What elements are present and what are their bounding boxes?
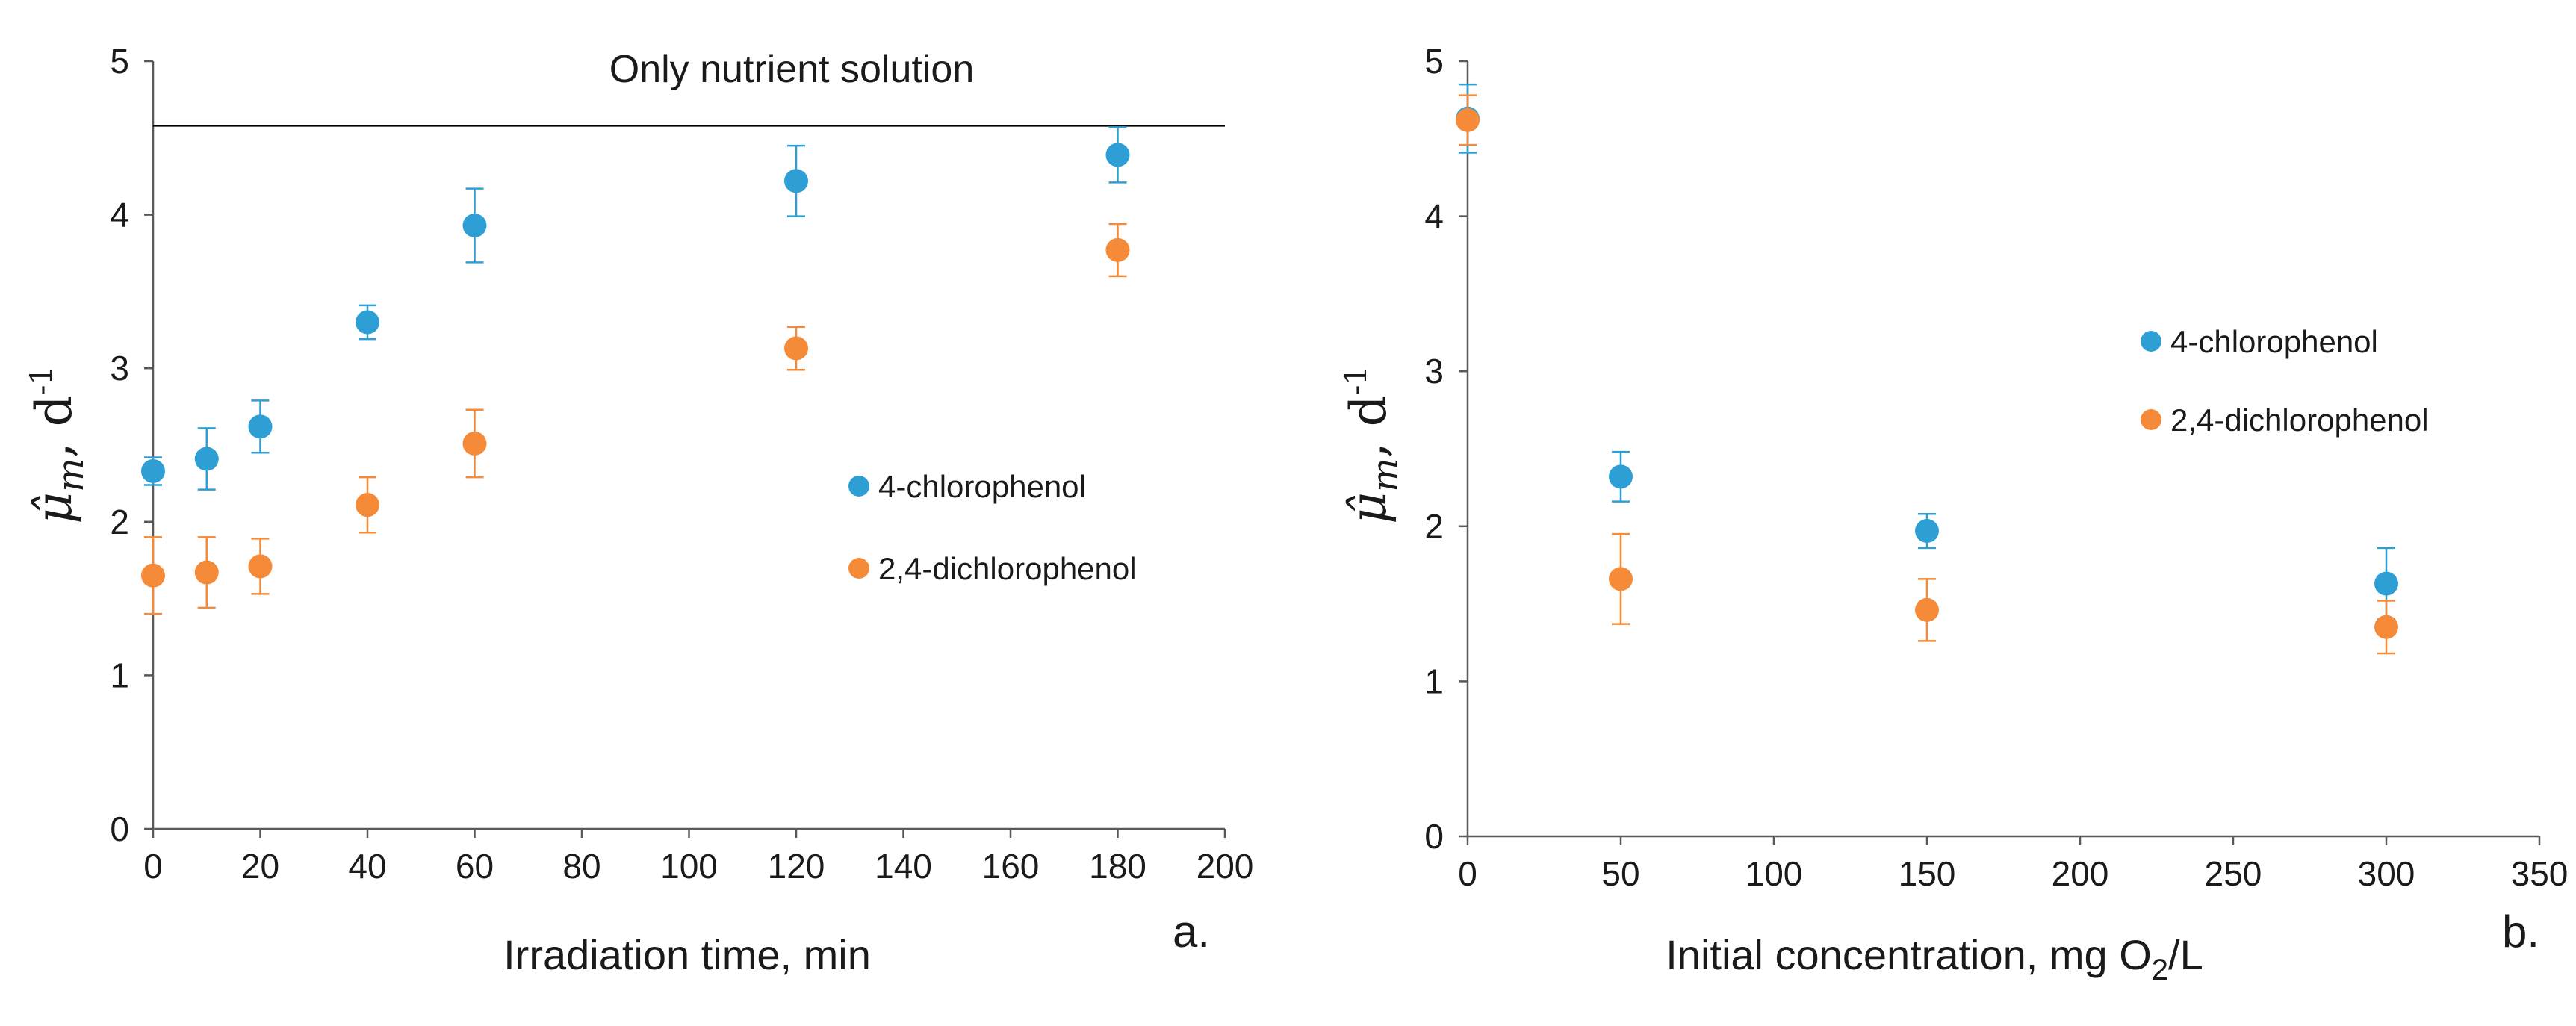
legend-marker (848, 476, 869, 497)
data-point (784, 336, 808, 361)
y-tick-label: 3 (110, 349, 129, 388)
data-point (1609, 567, 1633, 591)
y-axis-title-exponent: -1 (25, 366, 59, 395)
data-point (784, 169, 808, 193)
y-tick-label: 0 (110, 809, 129, 848)
y-tick-label: 3 (1424, 352, 1444, 391)
data-point (356, 493, 379, 517)
x-tick-label: 60 (456, 847, 494, 886)
x-tick-label: 40 (348, 847, 386, 886)
y-tick-label: 5 (110, 42, 129, 81)
y-axis-title: μ̂m, d-1 (25, 366, 92, 524)
panel-a: 0 20 40 60 80 100 120 140 160 180 200 0 1 2 3 4 5 Irradia… (25, 42, 1253, 978)
data-point (2374, 571, 2398, 596)
y-tick-label: 4 (110, 196, 129, 234)
x-tick-label: 140 (875, 847, 932, 886)
x-tick-label: 0 (1458, 854, 1477, 893)
x-tick-label: 160 (982, 847, 1040, 886)
y-axis-title-unit: , d (25, 395, 83, 458)
x-tick-label: 120 (768, 847, 825, 886)
legend-marker (2141, 331, 2161, 352)
series-2-4-dichlorophenol (1456, 94, 2398, 655)
panel-b: 0 50 100 150 200 250 300 350 0 1 2 3 4 5 Initial conce… (1339, 42, 2568, 986)
data-point (194, 447, 219, 471)
x-axis-title-main: Irradiation time, min (503, 931, 871, 978)
x-tick-label: 250 (2205, 854, 2262, 893)
y-axis-title: μ̂m, d-1 (1339, 366, 1406, 524)
y-tick-label: 0 (1424, 817, 1444, 856)
x-tick-label: 300 (2358, 854, 2415, 893)
data-point (141, 563, 165, 588)
y-tick-label: 5 (1424, 42, 1444, 81)
x-tick-label: 100 (1745, 854, 1803, 893)
x-axis-title-main: Initial concentration, mg O (1666, 931, 2152, 978)
legend-marker (848, 558, 869, 579)
data-point (462, 213, 487, 237)
y-tick-label: 2 (1424, 507, 1444, 546)
x-axis-title: Irradiation time, min (503, 931, 871, 978)
series-2-4-dichlorophenol (141, 223, 1130, 615)
data-point (194, 560, 219, 585)
legend-label: 4-chlorophenol (2170, 324, 2378, 359)
x-tick-label: 50 (1601, 854, 1639, 893)
x-tick-label: 200 (2052, 854, 2109, 893)
x-tick-label: 100 (660, 847, 718, 886)
y-tick-label: 4 (1424, 197, 1444, 236)
x-tick-label: 0 (143, 847, 163, 886)
y-tick-label: 2 (110, 503, 129, 541)
x-tick-label: 150 (1899, 854, 1956, 893)
x-tick-label: 350 (2511, 854, 2569, 893)
data-point (1915, 519, 1939, 544)
panel-label: a. (1173, 907, 1210, 957)
x-axis-title-subscript: 2 (2152, 954, 2168, 986)
legend-label: 2,4-dichlorophenol (878, 551, 1137, 586)
reference-line-label: Only nutrient solution (609, 48, 975, 91)
legend-label: 2,4-dichlorophenol (2170, 402, 2429, 438)
data-point (1456, 108, 1480, 132)
data-point (462, 431, 487, 456)
y-tick-label: 1 (110, 656, 129, 694)
x-tick-label: 180 (1089, 847, 1146, 886)
series-4-chlorophenol (141, 126, 1130, 491)
legend-marker (2141, 409, 2161, 430)
data-point (248, 554, 273, 579)
x-axis-title-tail: /L (2168, 931, 2203, 978)
y-axis-title-exponent: -1 (1339, 366, 1374, 395)
y-axis-title-symbol: μ̂ (1340, 492, 1397, 524)
legend-label: 4-chlorophenol (878, 469, 1086, 504)
panel-label: b. (2502, 907, 2539, 957)
data-point (1105, 143, 1130, 167)
data-point (141, 458, 165, 483)
y-axis-title-unit: , d (1340, 395, 1397, 458)
x-tick-label: 200 (1197, 847, 1254, 886)
y-axis-title-subscript: m (50, 458, 92, 492)
data-point (248, 414, 273, 439)
data-point (1105, 237, 1130, 262)
data-point (2374, 615, 2398, 639)
x-tick-label: 80 (562, 847, 600, 886)
data-point (356, 310, 379, 335)
data-point (1915, 597, 1939, 622)
y-tick-label: 1 (1424, 662, 1444, 700)
data-point (1609, 464, 1633, 489)
x-tick-label: 20 (241, 847, 279, 886)
y-axis-title-subscript: m (1365, 458, 1406, 492)
y-axis-title-symbol: μ̂ (25, 492, 83, 524)
x-axis-title: Initial concentration, mg O2/L (1666, 931, 2203, 986)
